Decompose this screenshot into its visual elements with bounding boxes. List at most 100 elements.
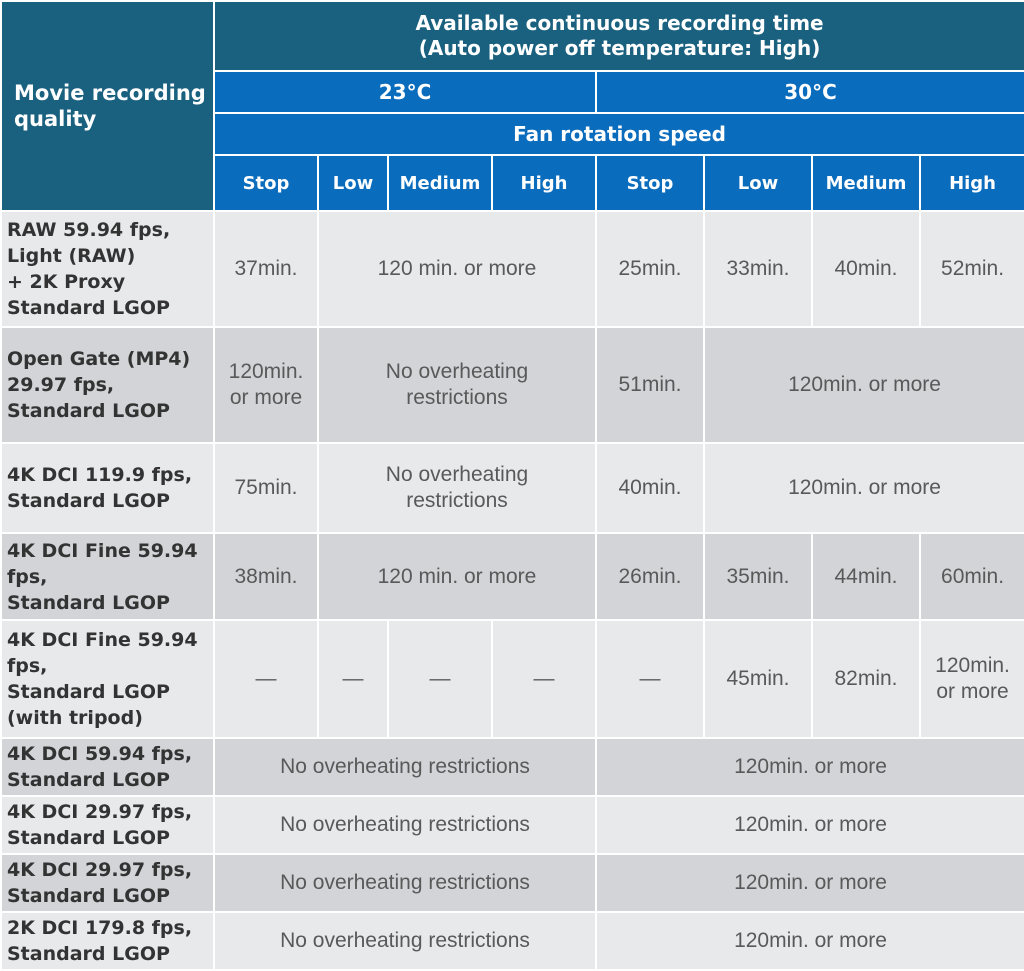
header-temp-30: 30°C: [594, 70, 1024, 114]
cell-30-low: 35min.: [703, 532, 813, 621]
cell-30-medium: 82min.: [811, 619, 921, 739]
row-label-line: + 2K Proxy: [7, 271, 126, 293]
table-row: 4K DCI Fine 59.94 fps, Standard LGOP 38m…: [0, 532, 1024, 621]
row-label-line: 4K DCI Fine 59.94: [7, 629, 198, 651]
header-speed-stop-23: Stop: [213, 154, 319, 212]
row-label-line: Standard LGOP: [7, 297, 170, 319]
cell-23-medium: —: [387, 619, 493, 739]
row-label-line: Standard LGOP: [7, 943, 170, 965]
header-recording-time: Available continuous recording time (Aut…: [212, 0, 1024, 72]
table-row: RAW 59.94 fps, Light (RAW) + 2K Proxy St…: [0, 210, 1024, 328]
row-label: 4K DCI 119.9 fps, Standard LGOP: [0, 442, 215, 534]
cell-30-medium: 44min.: [811, 532, 921, 621]
row-label-line: 4K DCI 29.97 fps,: [7, 859, 193, 881]
header-speed-high-30: High: [918, 154, 1024, 212]
cell-23-high: —: [491, 619, 597, 739]
header-temp-23: 23°C: [213, 70, 597, 114]
cell-30-stop: 25min.: [595, 210, 705, 328]
row-label-line: 29.97 fps,: [7, 374, 115, 396]
row-label: RAW 59.94 fps, Light (RAW) + 2K Proxy St…: [0, 210, 215, 328]
row-label: 4K DCI 59.94 fps, Standard LGOP: [0, 737, 215, 797]
cell-23-low-high: 120 min. or more: [317, 532, 597, 621]
header-speed-stop-30: Stop: [595, 154, 705, 212]
cell-line: or more: [229, 386, 303, 409]
row-label: 2K DCI 179.8 fps, Standard LGOP: [0, 911, 215, 971]
table-row: 4K DCI 59.94 fps, Standard LGOP No overh…: [0, 737, 1024, 797]
row-label-line: Standard LGOP: [7, 885, 170, 907]
cell-23-all: No overheating restrictions: [213, 911, 597, 971]
cell-23-low-high: 120 min. or more: [317, 210, 597, 328]
cell-23-all: No overheating restrictions: [213, 737, 597, 797]
row-label-line: Standard LGOP: [7, 591, 170, 614]
cell-line: 120min.: [935, 654, 1010, 677]
cell-line: or more: [936, 680, 1009, 703]
cell-30-high: 60min.: [918, 532, 1024, 621]
header-recording-time-line2: (Auto power off temperature: High): [418, 36, 821, 60]
cell-30-high: 120min. or more: [918, 619, 1024, 739]
cell-30-stop: —: [595, 619, 705, 739]
row-label: 4K DCI 29.97 fps, Standard LGOP: [0, 853, 215, 913]
cell-30-low: 45min.: [703, 619, 813, 739]
cell-23-low: —: [317, 619, 389, 739]
row-label-line: Standard LGOP: [7, 490, 170, 512]
row-label-line: Light (RAW): [7, 245, 136, 267]
cell-23-stop: 75min.: [213, 442, 319, 534]
table-row: 2K DCI 179.8 fps, Standard LGOP No overh…: [0, 911, 1024, 971]
header-speed-medium-23: Medium: [387, 154, 493, 212]
row-label-line: (with tripod): [7, 707, 143, 729]
row-label-line: fps,: [7, 565, 48, 588]
row-label-line: Standard LGOP: [7, 827, 170, 849]
table-row: 4K DCI 29.97 fps, Standard LGOP No overh…: [0, 853, 1024, 913]
cell-line: restrictions: [406, 386, 508, 409]
table-row: Open Gate (MP4) 29.97 fps, Standard LGOP…: [0, 326, 1024, 444]
table-row: 4K DCI 119.9 fps, Standard LGOP 75min. N…: [0, 442, 1024, 534]
cell-30-high: 52min.: [918, 210, 1024, 328]
table-row: 4K DCI 29.97 fps, Standard LGOP No overh…: [0, 795, 1024, 855]
cell-line: No overheating: [385, 463, 529, 486]
cell-30-all: 120min. or more: [594, 737, 1024, 797]
cell-23-stop: 120min. or more: [213, 326, 319, 444]
cell-30-all: 120min. or more: [594, 795, 1024, 855]
row-label-line: 4K DCI Fine 59.94: [7, 539, 198, 562]
table-row: 4K DCI Fine 59.94 fps, Standard LGOP (wi…: [0, 619, 1024, 739]
cell-line: No overheating: [385, 360, 529, 383]
row-label-line: Open Gate (MP4): [7, 348, 191, 370]
row-label-line: 4K DCI 59.94 fps,: [7, 743, 193, 765]
header-speed-medium-30: Medium: [811, 154, 921, 212]
cell-30-all: 120min. or more: [594, 911, 1024, 971]
cell-23-stop: 37min.: [213, 210, 319, 328]
header-recording-time-line1: Available continuous recording time: [415, 11, 824, 35]
cell-23-all: No overheating restrictions: [213, 853, 597, 913]
cell-30-all: 120min. or more: [594, 853, 1024, 913]
cell-30-low-high: 120min. or more: [702, 326, 1024, 444]
row-label-line: Standard LGOP: [7, 681, 170, 703]
cell-30-stop: 26min.: [595, 532, 705, 621]
row-label-line: fps,: [7, 655, 48, 677]
row-label-line: 4K DCI 29.97 fps,: [7, 801, 193, 823]
row-label: Open Gate (MP4) 29.97 fps, Standard LGOP: [0, 326, 215, 444]
header-speed-high-23: High: [491, 154, 597, 212]
row-label-line: Standard LGOP: [7, 400, 170, 422]
cell-23-all: No overheating restrictions: [213, 795, 597, 855]
row-label-line: Standard LGOP: [7, 769, 170, 791]
row-label-line: 2K DCI 179.8 fps,: [7, 917, 193, 939]
cell-23-low-high: No overheating restrictions: [317, 442, 597, 534]
cell-30-low-high: 120min. or more: [702, 442, 1024, 534]
cell-line: 120min.: [228, 360, 304, 383]
cell-line: restrictions: [406, 489, 508, 512]
header-speed-low-30: Low: [703, 154, 813, 212]
row-label: 4K DCI Fine 59.94 fps, Standard LGOP: [0, 532, 215, 621]
cell-30-stop: 40min.: [595, 442, 705, 534]
row-label: 4K DCI 29.97 fps, Standard LGOP: [0, 795, 215, 855]
cell-23-low-high: No overheating restrictions: [317, 326, 597, 444]
header-speed-low-23: Low: [317, 154, 389, 212]
header-quality: Movie recording quality: [0, 0, 215, 212]
row-label-line: RAW 59.94 fps,: [7, 219, 171, 241]
cell-23-stop: —: [213, 619, 319, 739]
cell-23-stop: 38min.: [213, 532, 319, 621]
cell-30-low: 33min.: [703, 210, 813, 328]
row-label-line: 4K DCI 119.9 fps,: [7, 464, 193, 486]
cell-30-stop: 51min.: [595, 326, 705, 444]
header-fan-speed: Fan rotation speed: [212, 112, 1024, 156]
